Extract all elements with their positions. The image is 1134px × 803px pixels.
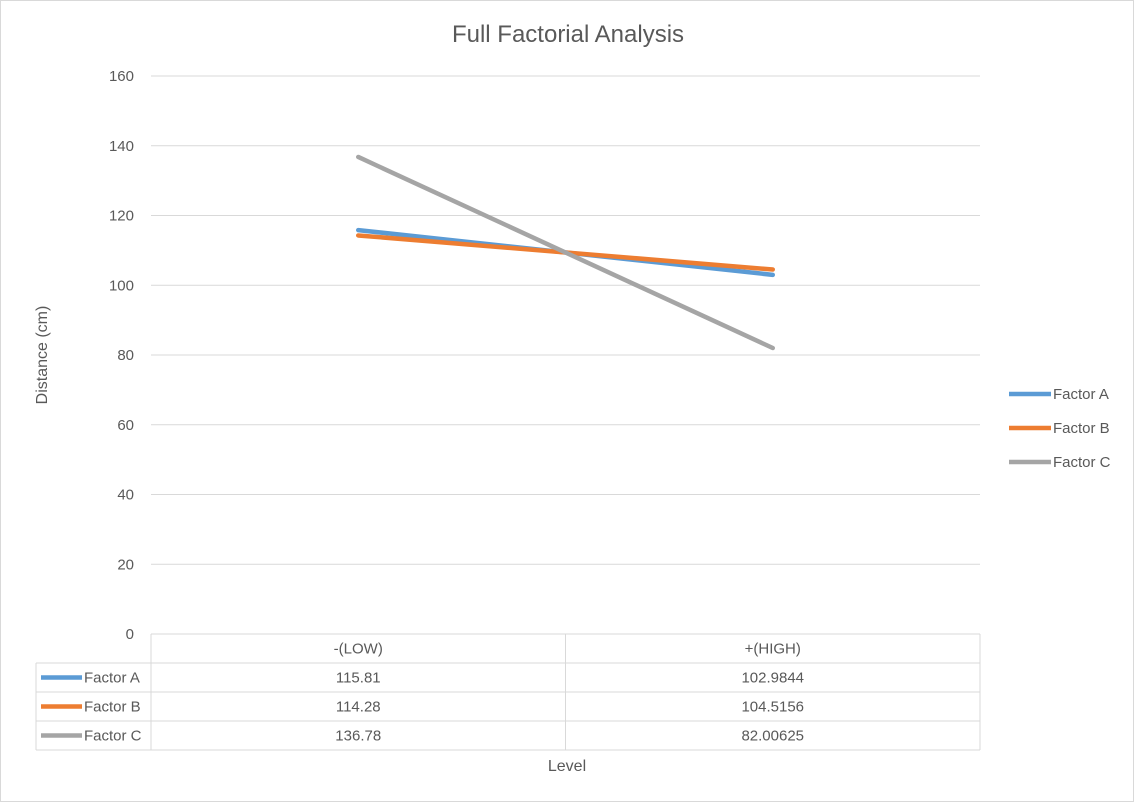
legend-label: Factor B — [1053, 420, 1110, 437]
table-cell-value: 114.28 — [336, 699, 381, 716]
table-row-label: Factor C — [84, 728, 142, 745]
table-cell-value: 102.9844 — [741, 670, 804, 687]
table-cell-value: 82.00625 — [741, 728, 804, 745]
gridlines — [151, 75, 980, 565]
data-table: -(LOW) +(HIGH) Factor A 115.81 102.9844 Facto… — [35, 633, 981, 751]
y-tick-label: 0 — [126, 626, 134, 643]
y-tick-label: 140 — [109, 138, 134, 155]
series-lines — [356, 154, 775, 351]
table-row-label: Factor A — [84, 670, 140, 687]
series-line — [356, 154, 775, 351]
y-tick-label: 100 — [109, 277, 134, 294]
y-tick-label: 40 — [117, 487, 134, 504]
y-tick-label: 160 — [109, 68, 134, 85]
legend: Factor A Factor B Factor C — [1009, 386, 1111, 471]
y-tick-label: 20 — [117, 556, 134, 573]
y-axis-ticks: 0 20 40 60 80 100 120 140 160 — [109, 68, 134, 643]
table-row-label: Factor B — [84, 699, 141, 716]
y-tick-label: 60 — [117, 417, 134, 434]
x-axis-title: Level — [548, 758, 586, 775]
y-axis-title: Distance (cm) — [34, 306, 51, 405]
table-cell-value: 136.78 — [335, 728, 381, 745]
table-cell-value: 115.81 — [336, 670, 381, 687]
chart-title: Full Factorial Analysis — [452, 21, 684, 48]
category-label: +(HIGH) — [745, 641, 801, 658]
y-tick-label: 120 — [109, 208, 134, 225]
legend-label: Factor C — [1053, 454, 1111, 471]
category-label: -(LOW) — [334, 641, 383, 658]
table-cell-value: 104.5156 — [741, 699, 804, 716]
legend-label: Factor A — [1053, 386, 1109, 403]
y-tick-label: 80 — [117, 347, 134, 364]
